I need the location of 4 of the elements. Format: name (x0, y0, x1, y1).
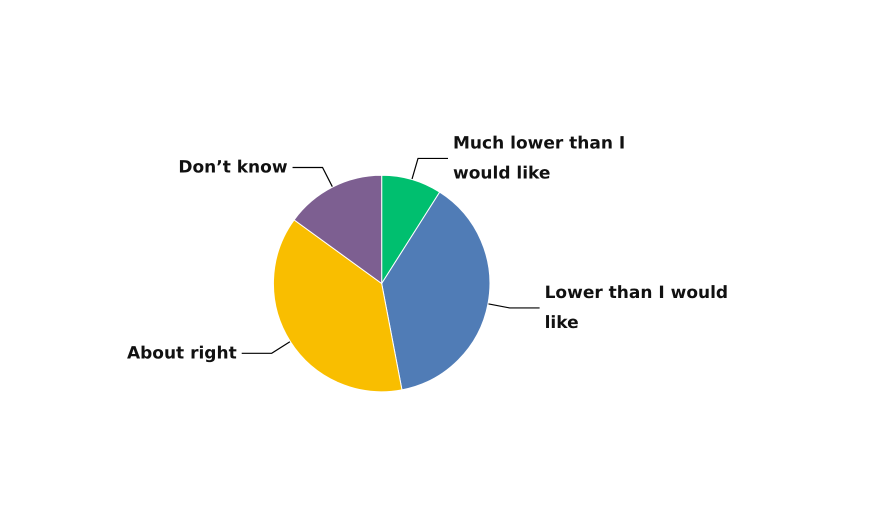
slice-label: Lower than I would like (544, 282, 734, 333)
slice-label: Don’t know (178, 157, 288, 178)
slice-label: About right (126, 343, 237, 364)
slice-label: Much lower than I would like (453, 133, 632, 184)
